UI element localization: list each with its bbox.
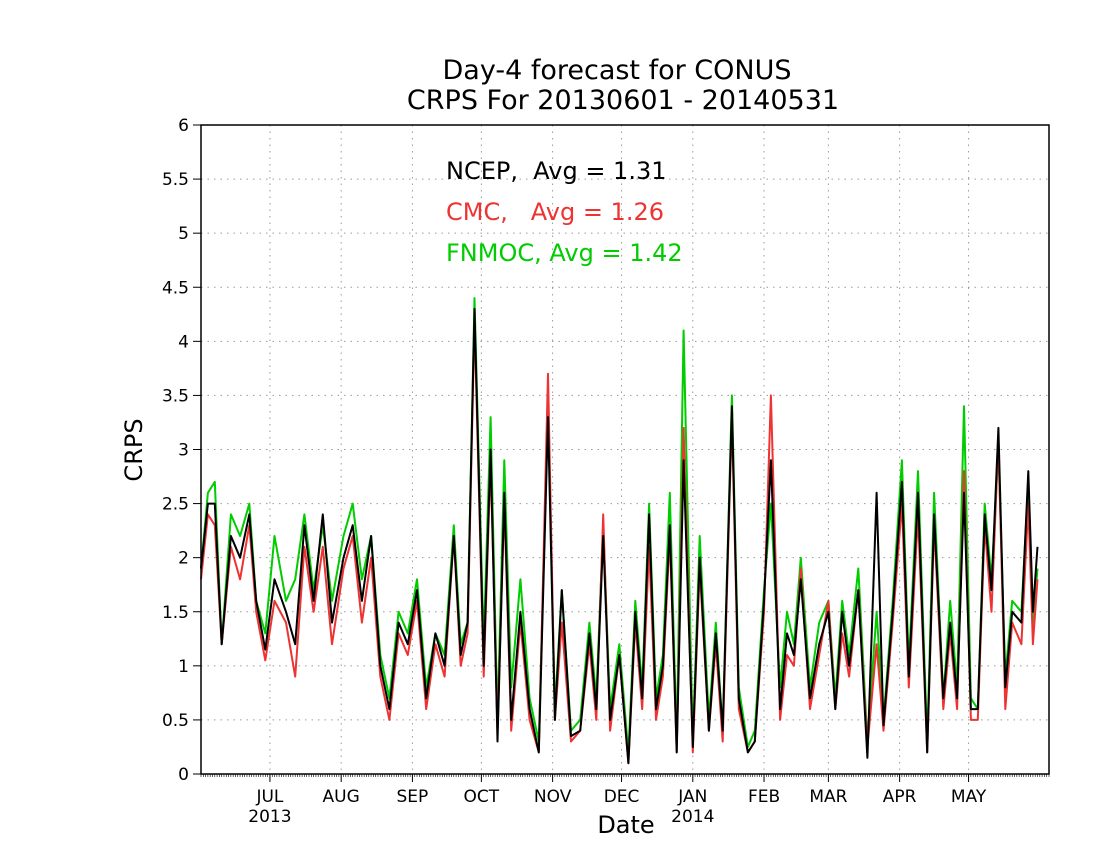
plot-frame [200, 124, 1050, 775]
x-tick-label: FEB [748, 787, 780, 807]
y-axis-title: CRPS [120, 418, 148, 481]
x-tick-label: AUG [323, 787, 360, 807]
y-tick-label: 4.5 [162, 278, 189, 298]
y-tick-label: 0 [178, 765, 189, 785]
x-tick-label: DEC [604, 787, 640, 807]
chart-title: Day-4 forecast for CONUS [442, 55, 791, 86]
x-tick-label: JUL [255, 787, 283, 807]
x-tick-label: NOV [534, 787, 572, 807]
chart-subtitle: CRPS For 20130601 - 20140531 [407, 85, 839, 116]
y-tick-label: 2.5 [162, 495, 189, 515]
x-tick-label: MAR [809, 787, 847, 807]
series-line-ncep [200, 307, 1039, 765]
legend-entry-ncep: NCEP, Avg = 1.31 [446, 157, 667, 185]
x-tick-label: MAY [951, 787, 987, 807]
y-tick-label: 4 [178, 332, 189, 352]
x-tick-label: JAN [677, 787, 707, 807]
y-tick-label: 2 [178, 549, 189, 569]
y-tick-label: 0.5 [162, 711, 189, 731]
legend-entry-cmc: CMC, Avg = 1.26 [446, 198, 664, 226]
x-tick-year-label: 2013 [248, 807, 291, 827]
y-tick-label: 5 [178, 224, 189, 244]
y-tick-label: 3 [178, 441, 189, 461]
legend-annotations: NCEP, Avg = 1.31 CMC, Avg = 1.26 FNMOC, Av… [446, 157, 683, 267]
x-tick-label: OCT [464, 787, 500, 807]
x-tick-year-label: 2014 [671, 807, 714, 827]
x-tick-label: APR [883, 787, 917, 807]
series-lines [200, 297, 1039, 765]
y-tick-label: 1.5 [162, 603, 189, 623]
x-axis-title: Date [597, 811, 654, 839]
x-tick-label: SEP [397, 787, 429, 807]
y-tick-label: 5.5 [162, 170, 189, 190]
y-tick-label: 1 [178, 657, 189, 677]
y-tick-label: 6 [178, 116, 189, 136]
legend-entry-fnmoc: FNMOC, Avg = 1.42 [446, 239, 683, 267]
y-tick-label: 3.5 [162, 386, 189, 406]
